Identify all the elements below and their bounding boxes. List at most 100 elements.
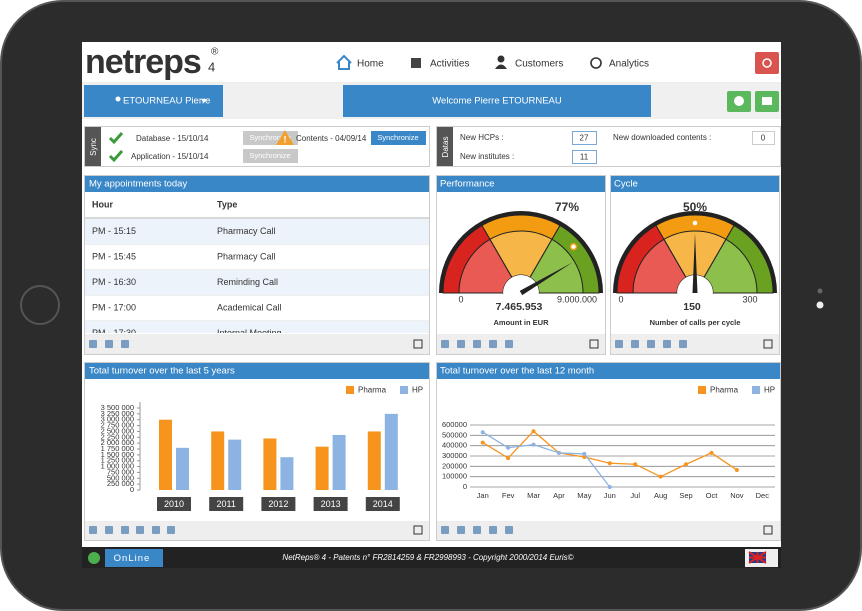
gauge-title: Cycle xyxy=(614,179,638,190)
sync-button[interactable] xyxy=(243,149,298,163)
toolbar-icon xyxy=(441,526,449,534)
datas-item: New downloaded contents : xyxy=(613,133,711,142)
fullscreen-icon xyxy=(763,339,773,349)
nav-customers[interactable]: Customers xyxy=(515,59,563,70)
point xyxy=(633,462,638,467)
percent-marker xyxy=(691,219,699,227)
check-icon xyxy=(108,132,124,145)
point xyxy=(709,450,714,455)
row-bg xyxy=(85,244,429,270)
datas-value: 11 xyxy=(580,153,589,162)
y-tick-label: 3 500 000 xyxy=(101,403,134,412)
bar xyxy=(315,446,329,490)
x-tick-label: Apr xyxy=(553,491,565,500)
gauge-icon xyxy=(590,57,602,69)
y-tick-label: 250 000 xyxy=(107,479,134,488)
toolbar-icon xyxy=(136,526,144,534)
mail-icon xyxy=(762,97,772,105)
row-bg xyxy=(85,321,429,333)
nav-activities[interactable]: Activities xyxy=(430,59,469,70)
legend-swatch xyxy=(698,386,706,394)
fullscreen-icon xyxy=(413,339,423,349)
toolbar-icon xyxy=(167,526,175,534)
logo-sup: ® xyxy=(211,47,219,58)
nav-home[interactable]: Home xyxy=(357,59,384,70)
y-tick-label: 2 000 000 xyxy=(101,438,134,447)
column-header: Hour xyxy=(92,199,113,209)
gauge-value: 7.465.953 xyxy=(496,301,543,313)
point xyxy=(531,442,536,447)
home-icon xyxy=(336,54,352,70)
panel-title-bar xyxy=(85,176,429,192)
user-menu[interactable] xyxy=(84,85,223,117)
point xyxy=(658,474,663,479)
cell: Academical Call xyxy=(217,302,282,312)
caret xyxy=(201,99,207,103)
y-tick-label: 750 000 xyxy=(107,467,134,476)
cell: PM - 17:00 xyxy=(92,302,136,312)
toolbar-icon xyxy=(647,340,655,348)
cell: PM - 15:15 xyxy=(92,226,136,236)
legend-swatch xyxy=(346,386,354,394)
flag-cross xyxy=(748,551,767,564)
gauge-caption: Number of calls per cycle xyxy=(650,318,741,327)
y-tick-label: 1 750 000 xyxy=(101,444,134,453)
fullscreen-icon xyxy=(763,525,773,535)
help-icon xyxy=(734,96,744,106)
x-tick-label: 2012 xyxy=(268,499,288,509)
legend-label: Pharma xyxy=(710,386,739,395)
gauge-caption: Amount in EUR xyxy=(494,318,550,327)
status-button[interactable] xyxy=(105,549,163,567)
sync-button[interactable] xyxy=(371,131,426,145)
toolbar-icon xyxy=(105,526,113,534)
percent-marker xyxy=(569,242,578,251)
x-tick-label: 2011 xyxy=(217,499,236,509)
category-box xyxy=(313,497,348,511)
legend-label: HP xyxy=(764,386,775,395)
toolbar-icon xyxy=(89,526,97,534)
bar xyxy=(228,439,242,490)
panel-title-bar xyxy=(611,176,779,192)
welcome: Welcome Pierre ETOURNEAU xyxy=(432,96,562,107)
x-tick-label: Aug xyxy=(654,491,667,500)
toolbar-icon xyxy=(152,526,160,534)
datas-item: New HCPs : xyxy=(460,133,504,142)
toolbar-icon xyxy=(489,526,497,534)
point xyxy=(734,467,739,472)
x-tick-label: May xyxy=(577,491,591,500)
y-tick-label: 300000 xyxy=(442,451,467,460)
cell: Pharmacy Call xyxy=(217,251,276,261)
point xyxy=(506,456,511,461)
cell: Reminding Call xyxy=(217,277,278,287)
welcome-bar xyxy=(343,85,651,117)
x-tick-label: Nov xyxy=(730,491,744,500)
panel-toolbar xyxy=(85,521,429,540)
x-tick-label: Dec xyxy=(756,491,770,500)
gauge-max: 300 xyxy=(742,294,757,304)
x-tick-label: 2013 xyxy=(321,499,341,509)
x-tick-label: Jun xyxy=(604,491,616,500)
y-tick-label: 2 750 000 xyxy=(101,421,134,430)
check-icon xyxy=(108,150,124,163)
bar xyxy=(211,431,225,490)
row-bg xyxy=(85,295,429,321)
power-button[interactable] xyxy=(755,52,779,74)
category-box xyxy=(157,497,191,511)
y-tick-label: 2 250 000 xyxy=(101,432,134,441)
calendar-icon xyxy=(411,58,421,68)
warning-mark: ! xyxy=(284,134,287,144)
gauge-min: 0 xyxy=(458,294,463,304)
category-box xyxy=(209,497,244,511)
nav-analytics[interactable]: Analytics xyxy=(609,59,649,70)
sync-item: Application - 15/10/14 xyxy=(131,152,209,161)
y-tick-label: 500 000 xyxy=(107,473,134,482)
toolbar-icon xyxy=(105,340,113,348)
user-icon xyxy=(497,55,505,63)
toolbar-icon xyxy=(473,340,481,348)
chart-title: Total turnover over the last 12 month xyxy=(440,366,594,377)
y-tick-label: 3 000 000 xyxy=(101,415,134,424)
datas-panel xyxy=(436,126,781,167)
legend-label: Pharma xyxy=(358,386,387,395)
point xyxy=(582,451,587,456)
y-tick-label: 2 500 000 xyxy=(101,426,134,435)
